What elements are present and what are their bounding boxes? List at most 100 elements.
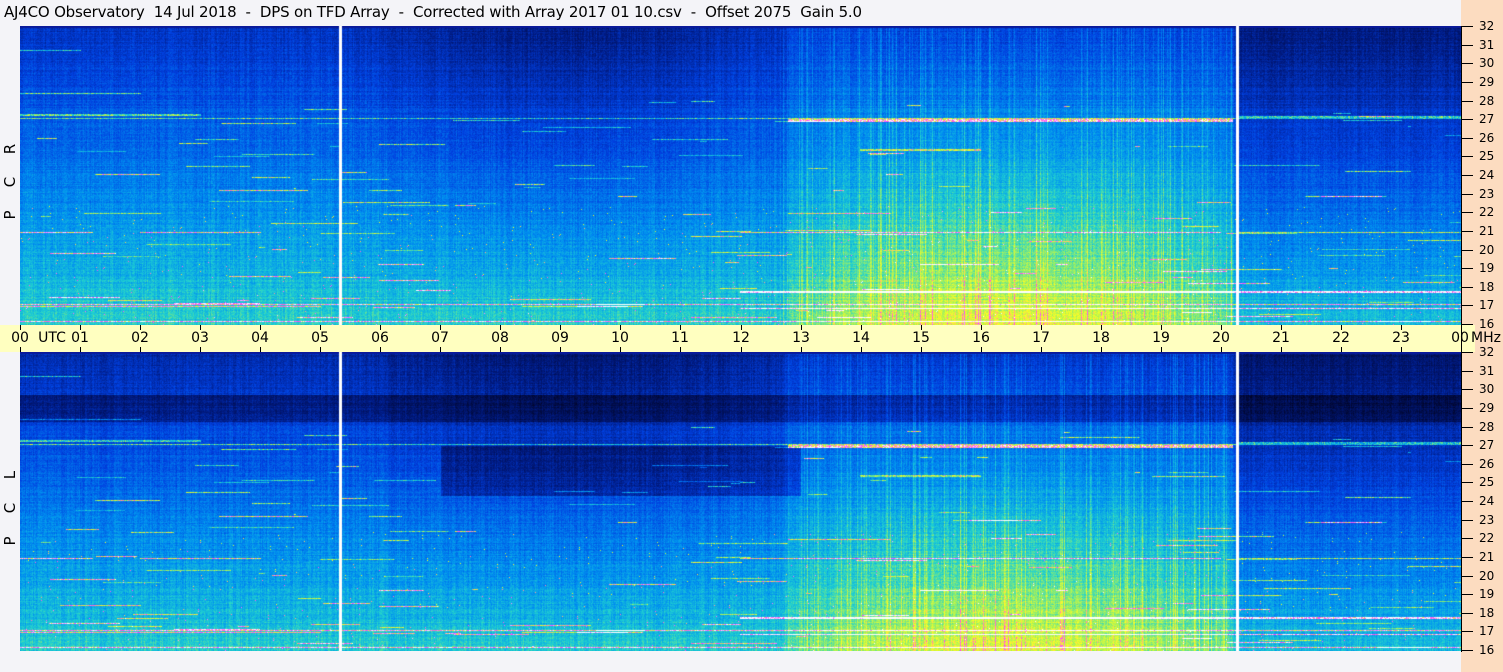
time-tick-label: 13 [792, 330, 810, 346]
frequency-tick-label: 25 [1479, 149, 1495, 163]
time-tick [380, 347, 381, 352]
time-tick [80, 347, 81, 352]
frequency-tick [1461, 538, 1473, 539]
time-tick [500, 325, 501, 330]
time-tick [741, 325, 742, 330]
time-tick-label: 02 [131, 330, 149, 346]
time-tick [320, 347, 321, 352]
frequency-tick-label: 28 [1479, 420, 1495, 434]
time-tick [1221, 347, 1222, 352]
time-tick [140, 325, 141, 330]
frequency-tick [1461, 501, 1473, 502]
frequency-tick-label: 24 [1479, 494, 1495, 508]
frequency-tick [1461, 250, 1473, 251]
frequency-tick-label: 30 [1479, 382, 1495, 396]
frequency-tick [1461, 520, 1473, 521]
time-tick [1341, 325, 1342, 330]
frequency-tick-label: 32 [1479, 345, 1495, 359]
frequency-tick-label: 22 [1479, 531, 1495, 545]
utc-label: UTC [38, 330, 66, 346]
frequency-tick-label: 20 [1479, 569, 1495, 583]
frequency-tick-label: 20 [1479, 243, 1495, 257]
frequency-tick [1461, 305, 1473, 306]
frequency-tick [1461, 613, 1473, 614]
time-tick [560, 347, 561, 352]
time-tick [140, 347, 141, 352]
panel-label-letter: C [1, 502, 19, 514]
frequency-tick-label: 18 [1479, 606, 1495, 620]
frequency-tick-label: 26 [1479, 457, 1495, 471]
panel-label-letter: C [1, 176, 19, 188]
time-tick [1461, 325, 1462, 330]
frequency-tick-label: 26 [1479, 131, 1495, 145]
utc-time-axis [0, 325, 1475, 352]
frequency-tick [1461, 371, 1473, 372]
lcp-panel-label: P C L [0, 352, 20, 651]
frequency-tick [1461, 175, 1473, 176]
time-tick-label: 11 [671, 330, 689, 346]
time-tick [80, 325, 81, 330]
lcp-spectrogram [20, 352, 1461, 651]
time-tick [921, 325, 922, 330]
time-tick-label: 12 [732, 330, 750, 346]
frequency-tick [1461, 119, 1473, 120]
frequency-tick [1461, 389, 1473, 390]
frequency-tick [1461, 156, 1473, 157]
time-tick-label: 00 [1451, 330, 1469, 346]
frequency-tick [1461, 482, 1473, 483]
frequency-tick [1461, 557, 1473, 558]
frequency-tick-label: 29 [1479, 75, 1495, 89]
frequency-tick-label: 21 [1479, 224, 1495, 238]
time-tick-label: 14 [852, 330, 870, 346]
panel-label-letter: R [1, 143, 19, 155]
frequency-tick [1461, 650, 1473, 651]
time-tick-label: 18 [1092, 330, 1110, 346]
time-tick [500, 347, 501, 352]
panel-label-letter: P [1, 210, 19, 220]
time-tick-label: 09 [551, 330, 569, 346]
time-tick [1401, 325, 1402, 330]
time-tick-label: 20 [1212, 330, 1230, 346]
time-tick [741, 347, 742, 352]
time-tick-label: 08 [491, 330, 509, 346]
time-tick-label: 23 [1392, 330, 1410, 346]
time-tick-label: 00 [11, 330, 29, 346]
time-tick-label: 01 [71, 330, 89, 346]
time-tick [560, 325, 561, 330]
frequency-tick [1461, 408, 1473, 409]
time-tick [1101, 347, 1102, 352]
frequency-tick [1461, 631, 1473, 632]
time-tick [1341, 347, 1342, 352]
frequency-tick [1461, 45, 1473, 46]
time-tick [921, 347, 922, 352]
frequency-tick-label: 19 [1479, 587, 1495, 601]
time-tick-label: 04 [251, 330, 269, 346]
frequency-tick-label: 32 [1479, 19, 1495, 33]
frequency-tick-label: 27 [1479, 438, 1495, 452]
rcp-spectrogram [20, 26, 1461, 325]
frequency-tick [1461, 101, 1473, 102]
frequency-tick-label: 31 [1479, 38, 1495, 52]
time-tick-label: 07 [431, 330, 449, 346]
frequency-tick-label: 27 [1479, 112, 1495, 126]
frequency-tick-label: 16 [1479, 317, 1495, 331]
time-tick [1161, 347, 1162, 352]
time-tick [440, 325, 441, 330]
frequency-tick [1461, 464, 1473, 465]
time-tick [1461, 347, 1462, 352]
time-tick-label: 22 [1332, 330, 1350, 346]
time-tick [981, 347, 982, 352]
time-tick-label: 05 [311, 330, 329, 346]
frequency-tick [1461, 594, 1473, 595]
frequency-tick [1461, 324, 1473, 325]
frequency-tick-label: 29 [1479, 401, 1495, 415]
time-tick [200, 325, 201, 330]
frequency-tick-label: 16 [1479, 643, 1495, 657]
time-tick [981, 325, 982, 330]
frequency-tick [1461, 63, 1473, 64]
time-tick [1041, 325, 1042, 330]
time-tick [861, 347, 862, 352]
frequency-tick-label: 30 [1479, 56, 1495, 70]
mhz-label: MHz [1471, 330, 1501, 346]
frequency-tick-label: 23 [1479, 187, 1495, 201]
